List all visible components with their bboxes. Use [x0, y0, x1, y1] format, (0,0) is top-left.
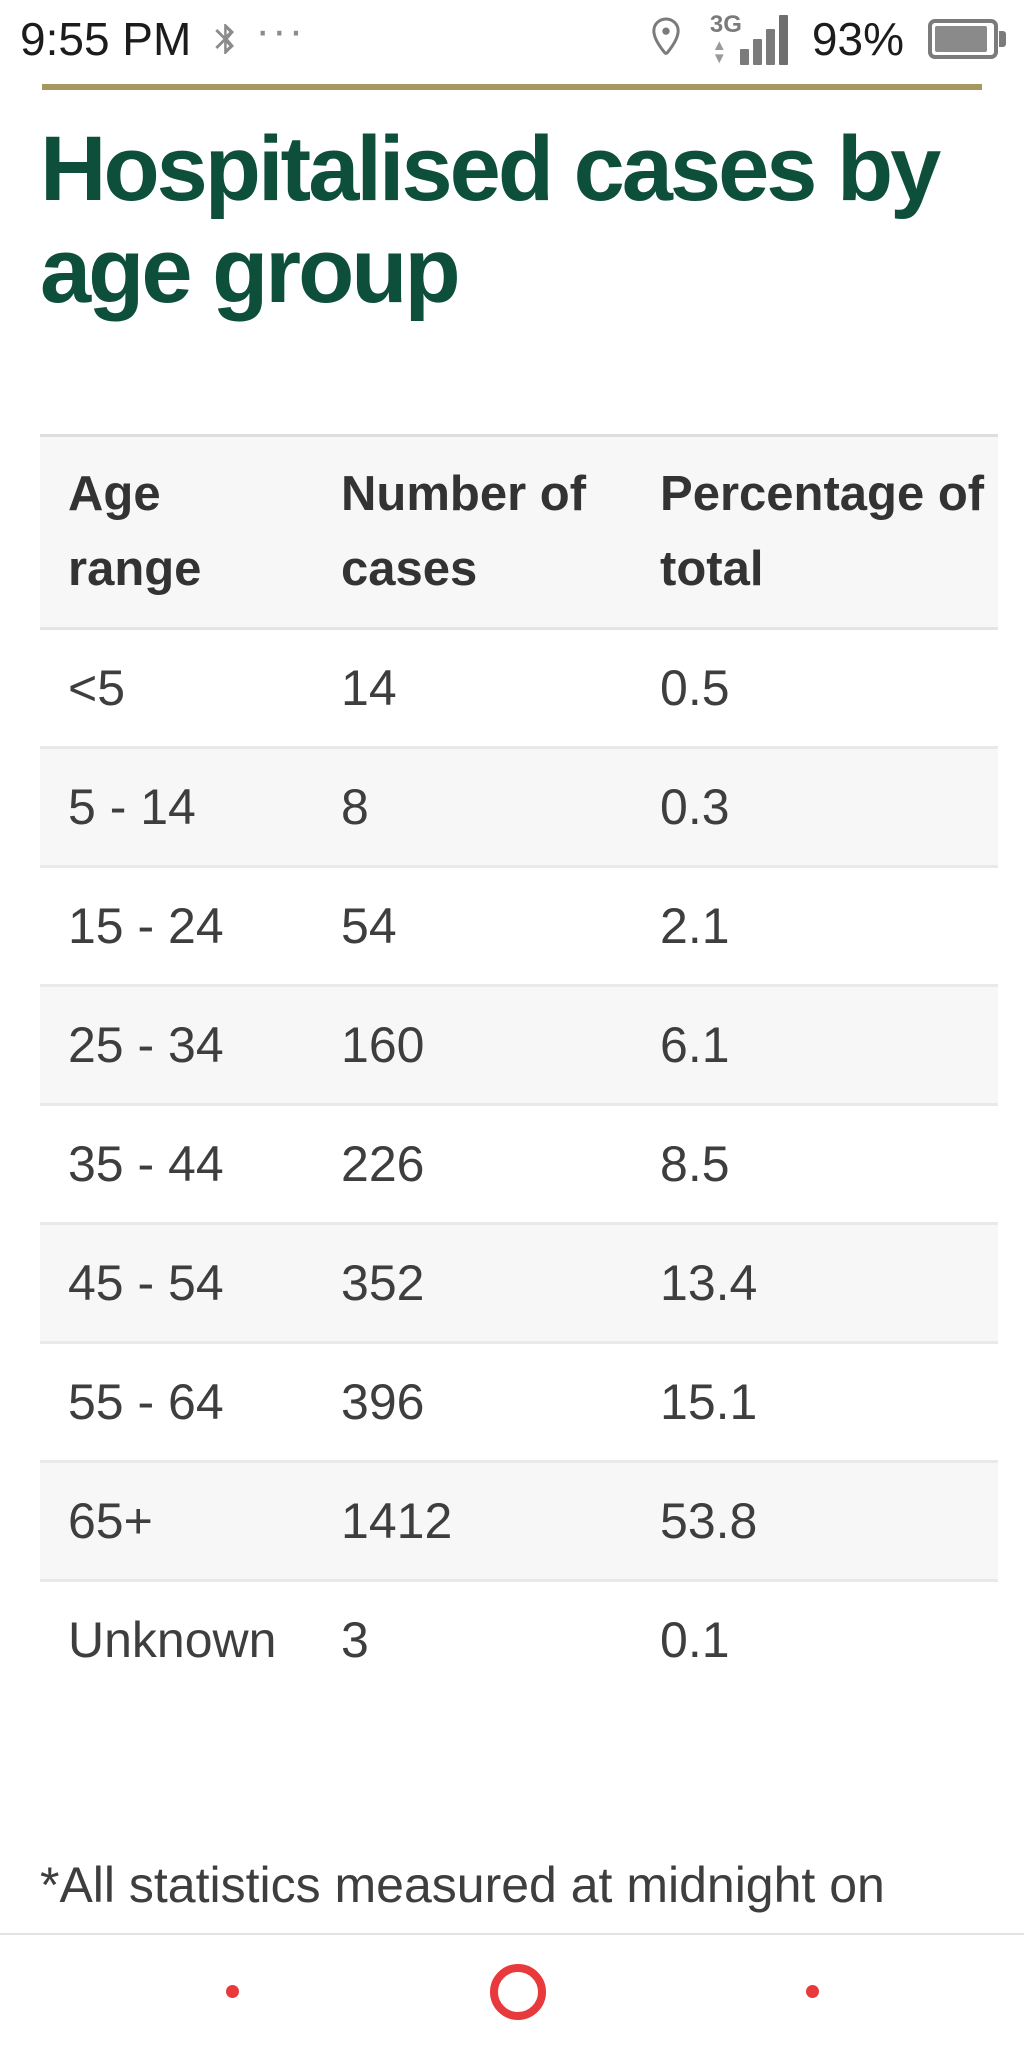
cell-age-range: <5	[40, 628, 314, 749]
cell-age-range: 5 - 14	[40, 747, 314, 868]
cases-table-container: Age range Number of cases Percentage of …	[40, 434, 998, 1698]
table-row: 45 - 54 352 13.4	[40, 1223, 998, 1344]
table-row: <5 14 0.5	[40, 628, 998, 749]
status-bar: 9:55 PM ··· 3G ▲ ▼ 93%	[0, 0, 1024, 72]
cell-percentage-of-total: 8.5	[632, 1104, 998, 1225]
nav-recents-button[interactable]	[226, 1984, 239, 1998]
nav-back-button[interactable]	[806, 1984, 819, 1998]
cell-number-of-cases: 352	[313, 1223, 633, 1344]
status-bar-left: 9:55 PM ···	[20, 6, 306, 66]
table-row: 15 - 24 54 2.1	[40, 866, 998, 987]
battery-icon	[928, 19, 1006, 59]
cell-age-range: 55 - 64	[40, 1342, 314, 1463]
cell-age-range: 15 - 24	[40, 866, 314, 987]
statistics-footnote: *All statistics measured at midnight on	[40, 1857, 885, 1913]
cell-age-range: 35 - 44	[40, 1104, 314, 1225]
cell-number-of-cases: 54	[313, 866, 633, 987]
cell-percentage-of-total: 0.1	[660, 1612, 730, 1668]
cell-age-range: 45 - 54	[40, 1223, 314, 1344]
bottom-nav-bar	[0, 1933, 1024, 2048]
cases-table: Age range Number of cases Percentage of …	[40, 434, 998, 1698]
cellular-signal-icon: 3G ▲ ▼	[709, 11, 788, 67]
signal-bars	[739, 15, 788, 65]
status-bar-right: 3G ▲ ▼ 93%	[646, 11, 1006, 67]
table-row: 5 - 14 8 0.3	[40, 747, 998, 868]
location-icon	[646, 14, 686, 64]
cell-age-range: Unknown	[68, 1612, 277, 1668]
cell-number-of-cases: 226	[313, 1104, 633, 1225]
cell-percentage-of-total: 13.4	[632, 1223, 998, 1344]
column-header-percentage-of-total: Percentage of total	[632, 434, 998, 630]
cell-number-of-cases: 14	[313, 628, 633, 749]
cell-age-range: 65+	[40, 1461, 314, 1582]
table-header-row: Age range Number of cases Percentage of …	[40, 434, 998, 630]
cell-percentage-of-total: 53.8	[632, 1461, 998, 1582]
cell-number-of-cases: 8	[313, 747, 633, 868]
table-row: 25 - 34 160 6.1	[40, 985, 998, 1106]
cell-number-of-cases: 1412	[313, 1461, 633, 1582]
clock: 9:55 PM	[20, 13, 192, 65]
cell-number-of-cases: 160	[313, 985, 633, 1106]
battery-percent: 93%	[811, 13, 904, 65]
table-body: <5 14 0.5 5 - 14 8 0.3 15 - 24 54 2.1 25…	[40, 628, 998, 1699]
network-type-label: 3G	[709, 11, 742, 38]
cell-percentage-of-total: 2.1	[632, 866, 998, 987]
page-title-line2: age group	[40, 220, 461, 322]
cell-percentage-of-total: 0.3	[632, 747, 998, 868]
page-title: Hospitalised cases by age group	[40, 118, 996, 322]
table-row: Unknown 3 0.1	[40, 1581, 998, 1699]
page-title-line1: Hospitalised cases by	[40, 118, 941, 220]
brand-divider	[42, 84, 982, 90]
data-activity-arrows: ▲ ▼	[711, 37, 727, 67]
cell-number-of-cases: 3	[341, 1612, 369, 1668]
column-header-age-range: Age range	[40, 434, 314, 630]
nav-home-button[interactable]	[490, 1963, 546, 2020]
bluetooth-icon	[205, 17, 245, 61]
table-row: 65+ 1412 53.8	[40, 1461, 998, 1582]
column-header-number-of-cases: Number of cases	[313, 434, 633, 630]
table-row: 55 - 64 396 15.1	[40, 1342, 998, 1463]
cell-number-of-cases: 396	[313, 1342, 633, 1463]
cell-percentage-of-total: 0.5	[632, 628, 998, 749]
cell-percentage-of-total: 15.1	[632, 1342, 998, 1463]
cell-percentage-of-total: 6.1	[632, 985, 998, 1106]
table-row: 35 - 44 226 8.5	[40, 1104, 998, 1225]
cell-age-range: 25 - 34	[40, 985, 314, 1106]
